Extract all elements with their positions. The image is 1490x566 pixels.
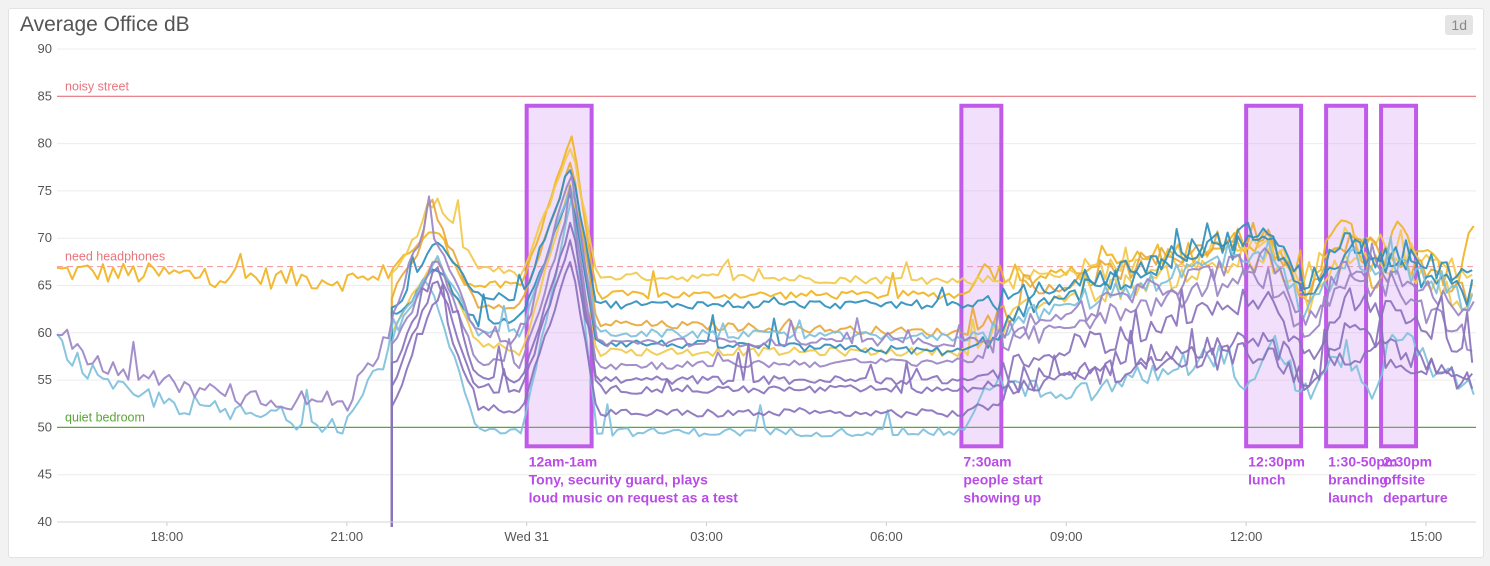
x-tick-label: 21:00	[331, 529, 364, 544]
y-tick-label: 50	[38, 419, 52, 434]
x-tick-label: 03:00	[690, 529, 723, 544]
reference-line-label: quiet bedroom	[65, 410, 145, 424]
annotation-text: 1:30-50pm branding launch	[1328, 453, 1397, 505]
y-tick-label: 45	[38, 467, 52, 482]
series-line	[390, 186, 1474, 527]
x-tick-label: Wed 31	[504, 529, 549, 544]
annotation-text: 7:30am people start showing up	[963, 453, 1043, 505]
x-tick-label: 06:00	[870, 529, 903, 544]
series-line	[57, 174, 1475, 412]
reference-line-label: noisy street	[65, 79, 129, 93]
series-line	[56, 135, 1475, 300]
y-tick-label: 40	[38, 514, 52, 529]
annotation-text: 2:30pm offsite departure	[1383, 453, 1448, 505]
annotation-text: 12:30pm lunch	[1248, 453, 1305, 487]
series-line	[390, 169, 1473, 527]
series-lines	[56, 135, 1475, 527]
y-tick-label: 85	[38, 88, 52, 103]
time-range-badge[interactable]: 1d	[1445, 15, 1473, 35]
axis-labels: 40 45 50 55 60 65 70 75 80 85 90 18:00 21:00 Wed 31 03…	[38, 41, 1476, 544]
y-tick-label: 60	[38, 325, 52, 340]
annotation-text: 12am-1am Tony, security guard, plays loud …	[529, 453, 739, 505]
annotation-band	[1324, 103, 1369, 449]
y-tick-label: 65	[38, 278, 52, 293]
y-tick-label: 80	[38, 136, 52, 151]
series-line	[390, 221, 1474, 527]
series-line	[390, 184, 1473, 527]
x-tick-label: 18:00	[151, 529, 184, 544]
series-line	[390, 239, 1473, 527]
y-tick-label: 75	[38, 183, 52, 198]
y-tick-label: 70	[38, 230, 52, 245]
panel-title: Average Office dB	[20, 13, 190, 36]
series-line	[56, 196, 1475, 438]
x-tick-label: 09:00	[1050, 529, 1083, 544]
y-tick-label: 90	[38, 41, 52, 56]
annotation-notes: 12am-1am Tony, security guard, plays loud …	[529, 453, 1448, 505]
reference-line-label: need headphones	[65, 250, 165, 264]
series-line	[390, 261, 1474, 527]
y-tick-label: 55	[38, 372, 52, 387]
x-tick-label: 12:00	[1230, 529, 1263, 544]
series-line	[390, 161, 1474, 527]
x-tick-label: 15:00	[1410, 529, 1443, 544]
